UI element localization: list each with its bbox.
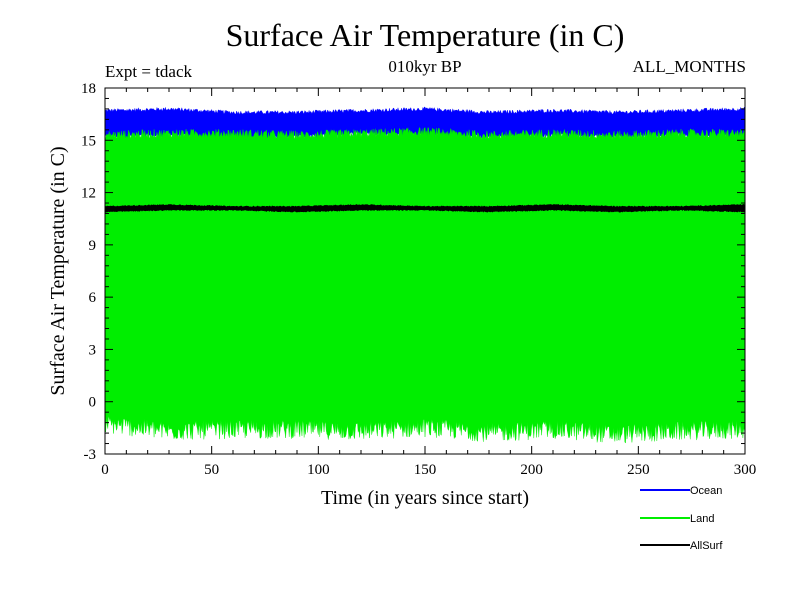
x-tick-label: 200 (520, 462, 543, 478)
x-tick-label: 100 (307, 462, 330, 478)
legend: Ocean Land AllSurf (640, 485, 723, 552)
y-tick-label: 0 (89, 395, 97, 411)
series-land-band (105, 126, 745, 444)
subtitle-experiment: Expt = tdack (105, 62, 193, 81)
series-allsurf-band (105, 203, 745, 213)
x-axis-label: Time (in years since start) (321, 487, 529, 509)
chart-title: Surface Air Temperature (in C) (226, 17, 625, 53)
x-tick-label: 0 (101, 462, 109, 478)
y-tick-label: 3 (89, 342, 97, 358)
y-tick-label: -3 (84, 447, 97, 463)
subtitle-period: 010kyr BP (388, 57, 461, 76)
legend-label-ocean: Ocean (690, 485, 722, 497)
x-tick-label: 250 (627, 462, 650, 478)
legend-label-allsurf: AllSurf (690, 540, 723, 552)
y-axis-label: Surface Air Temperature (in C) (47, 146, 69, 395)
plot-bands (105, 106, 745, 444)
y-tick-label: 12 (81, 186, 96, 202)
subtitle-months: ALL_MONTHS (633, 57, 746, 76)
y-tick-label: 18 (81, 81, 96, 97)
x-tick-label: 150 (414, 462, 437, 478)
y-tick-label: 15 (81, 133, 96, 149)
y-tick-label: 6 (89, 290, 97, 306)
y-tick-label: 9 (89, 238, 97, 254)
legend-label-land: Land (690, 513, 714, 525)
x-tick-label: 50 (204, 462, 219, 478)
x-tick-label: 300 (734, 462, 757, 478)
